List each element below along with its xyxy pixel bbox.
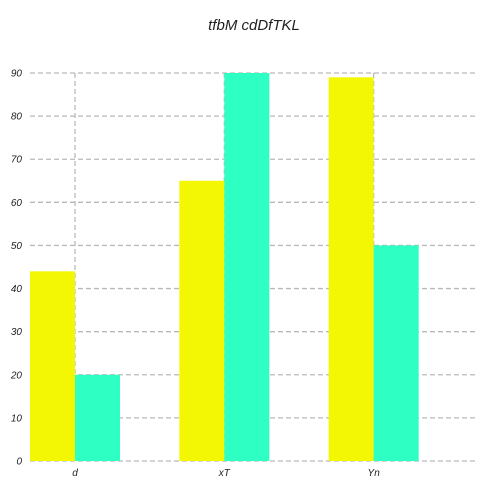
y-tick-label: 30 (11, 327, 23, 338)
chart-title: tfbM cdDfTKL (208, 17, 300, 34)
y-tick-label: 60 (11, 198, 23, 209)
y-tick-label: 40 (11, 284, 23, 295)
x-tick-label: Yn (368, 468, 381, 479)
y-tick-label: 50 (11, 241, 23, 252)
bars (30, 73, 419, 462)
bar (30, 271, 75, 461)
bar (179, 180, 225, 461)
y-tick-label: 10 (11, 413, 23, 424)
x-tick-label: d (72, 468, 78, 479)
y-tick-label: 0 (16, 457, 22, 468)
y-tick-label: 90 (11, 69, 23, 80)
y-tick-label: 80 (11, 112, 23, 123)
y-tick-label: 20 (10, 370, 23, 381)
x-tick-label: xT (218, 468, 231, 479)
bar (373, 245, 419, 461)
y-axis-ticks: 0 10 20 30 40 50 60 70 80 90 (10, 69, 23, 468)
bar (224, 73, 270, 461)
x-axis-ticks: d xT Yn (72, 468, 380, 479)
y-tick-label: 70 (11, 155, 23, 166)
bar (75, 374, 120, 461)
bar (328, 77, 374, 462)
